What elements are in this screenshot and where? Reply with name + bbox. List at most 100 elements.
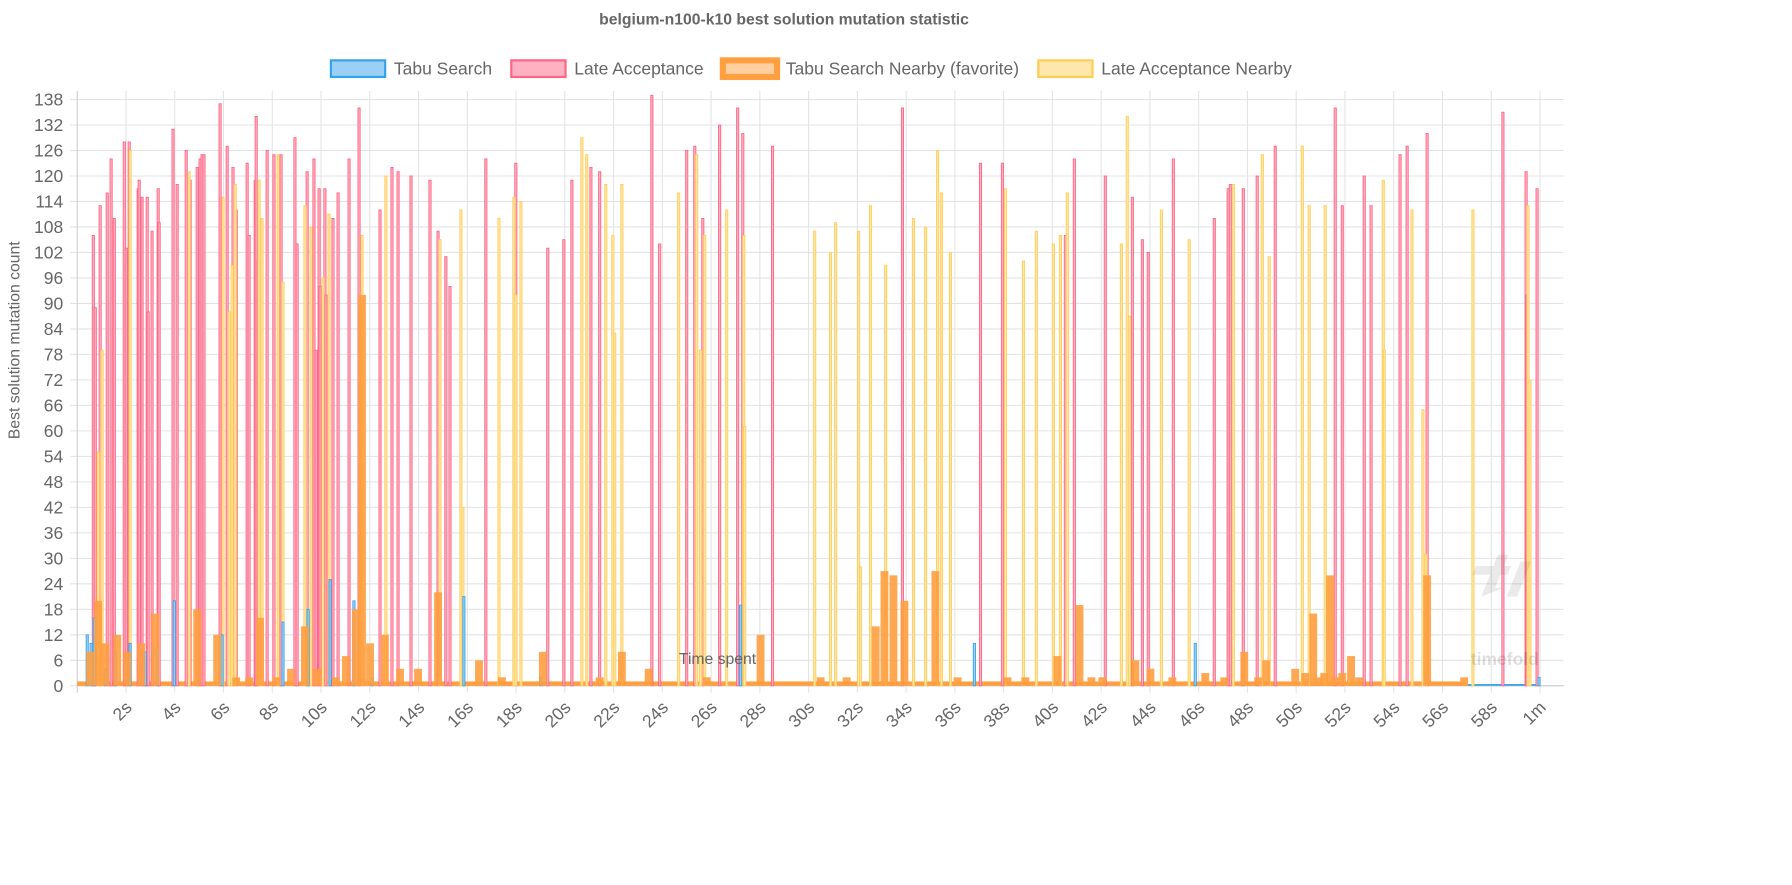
bar-late-acceptance-nearby: [699, 349, 703, 687]
legend-item-late-acceptance-nearby[interactable]: Late Acceptance Nearby: [1037, 58, 1292, 78]
y-tick-label: 54: [44, 447, 64, 467]
bar-tabu-search-nearby-favorite: [1003, 677, 1012, 686]
y-tick-label: 12: [44, 625, 63, 645]
bar-late-acceptance: [265, 150, 269, 687]
bar-tabu-search-nearby-favorite: [538, 651, 547, 686]
bar-late-acceptance-nearby: [620, 184, 624, 687]
bar-late-acceptance: [105, 192, 109, 687]
x-tick-label: 8s: [255, 697, 282, 724]
bar-late-acceptance-nearby: [321, 277, 325, 687]
x-axis-ticks: 2s 4s 6s 8s 10s 12s 14s 16s 18s 20s 22s 24s 26s 28s 30…: [109, 697, 1550, 731]
bar-late-acceptance-nearby: [948, 252, 953, 687]
x-tick-label: 28s: [736, 697, 770, 731]
bar-late-acceptance: [272, 154, 276, 687]
x-tick-label: 22s: [589, 697, 623, 731]
bar-late-acceptance-nearby: [1127, 315, 1131, 687]
bar-late-acceptance-nearby: [276, 154, 280, 687]
bar-tabu-search-nearby-favorite: [1315, 677, 1324, 686]
bar-tabu-search-nearby-favorite: [366, 643, 374, 686]
bar-late-acceptance-nearby: [829, 252, 833, 687]
y-tick-label: 126: [34, 141, 63, 161]
bar-late-acceptance: [390, 167, 394, 687]
bar-late-acceptance: [1171, 158, 1175, 687]
chart-title: belgium-n100-k10 best solution mutation …: [599, 11, 969, 28]
bar-late-acceptance: [331, 218, 335, 687]
legend-item-late-acceptance[interactable]: Late Acceptance: [510, 58, 704, 78]
bar-late-acceptance-nearby: [384, 175, 388, 687]
y-tick-label: 132: [34, 115, 63, 135]
bar-tabu-search-nearby-favorite: [213, 634, 222, 686]
bar-tabu-search: [1193, 642, 1197, 687]
bar-late-acceptance-nearby: [1323, 205, 1327, 687]
bar-late-acceptance-nearby: [859, 566, 863, 687]
bar-late-acceptance: [598, 171, 602, 687]
legend-item-tabu-search[interactable]: Tabu Search: [329, 58, 492, 79]
bar-late-acceptance-nearby: [813, 230, 817, 687]
y-tick-label: 90: [44, 294, 64, 314]
x-tick-label: 44s: [1126, 697, 1160, 731]
bar-tabu-search-nearby-favorite: [1262, 660, 1271, 686]
bar-tabu-search-nearby-favorite: [313, 668, 322, 686]
bar-late-acceptance: [218, 103, 222, 687]
bar-tabu-search-nearby-favorite: [842, 677, 851, 686]
bar-tabu-search: [972, 642, 976, 687]
bar-tabu-search-nearby-favorite: [137, 643, 146, 686]
bar-tabu-search-nearby-favorite: [272, 677, 281, 686]
bar-late-acceptance-nearby: [1528, 379, 1532, 687]
bar-tabu-search-nearby-favorite: [871, 626, 880, 686]
bar-late-acceptance: [1000, 162, 1004, 687]
x-tick-label: 26s: [687, 697, 721, 731]
bar-late-acceptance-nearby: [221, 196, 225, 687]
bar-late-acceptance: [336, 192, 340, 687]
bar-late-acceptance: [1398, 154, 1402, 687]
bar-tabu-search-nearby-favorite: [889, 575, 898, 686]
bar-late-acceptance: [428, 179, 432, 687]
bar-late-acceptance-nearby: [1159, 209, 1163, 687]
y-tick-label: 138: [34, 90, 63, 110]
legend-swatch: [329, 59, 387, 79]
bar-tabu-search-nearby-favorite: [1338, 673, 1347, 686]
legend[interactable]: Tabu Search Late Acceptance Tabu Search Ne…: [329, 57, 1292, 81]
bar-late-acceptance: [570, 179, 574, 687]
bar-late-acceptance: [314, 349, 318, 687]
y-tick-label: 18: [44, 599, 63, 619]
bar-tabu-search-nearby-favorite: [123, 651, 132, 686]
bar-late-acceptance-nearby: [703, 235, 707, 687]
bar-tabu-search-nearby-favorite: [434, 592, 442, 686]
bar-late-acceptance: [978, 162, 983, 687]
bars: [77, 94, 1541, 687]
legend-item-tabu-search-nearby-favorite[interactable]: Tabu Search Nearby (favorite): [719, 57, 1019, 81]
legend-label: Late Acceptance: [574, 58, 703, 78]
bar-late-acceptance: [195, 167, 199, 687]
bar-tabu-search-nearby-favorite: [380, 634, 389, 686]
legend-label: Late Acceptance Nearby: [1101, 58, 1292, 78]
x-tick-label: 30s: [784, 697, 818, 731]
bar-tabu-search-nearby-favorite: [1326, 575, 1335, 686]
bar-late-acceptance-nearby: [585, 154, 589, 687]
bar-late-acceptance: [1228, 184, 1232, 687]
bar-late-acceptance-nearby: [1034, 230, 1038, 687]
y-tick-label: 84: [44, 319, 64, 339]
bar-late-acceptance: [1369, 205, 1373, 687]
bar-late-acceptance: [484, 158, 488, 687]
bar-tabu-search-nearby-favorite: [1301, 673, 1310, 686]
bar-tabu-search-nearby-favorite: [232, 677, 241, 686]
bar-late-acceptance-nearby: [227, 311, 231, 687]
bar-late-acceptance-nearby: [1300, 145, 1304, 687]
bar-tabu-search: [172, 600, 176, 687]
x-tick-label: 54s: [1369, 697, 1403, 731]
bar-late-acceptance-nearby: [459, 209, 463, 687]
bar-tabu-search-nearby-favorite: [1021, 677, 1030, 686]
bar-late-acceptance-nearby: [260, 218, 264, 687]
x-tick-label: 34s: [882, 697, 916, 731]
bar-late-acceptance: [444, 256, 448, 687]
bar-late-acceptance-nearby: [187, 171, 191, 687]
bar-tabu-search-nearby-favorite: [953, 677, 962, 686]
bar-tabu-search-nearby-favorite: [414, 668, 422, 686]
bar-tabu-search-nearby-favorite: [331, 677, 340, 686]
bar-late-acceptance-nearby: [1051, 243, 1055, 687]
bar-late-acceptance: [146, 311, 150, 687]
y-tick-label: 120: [34, 166, 63, 186]
bar-late-acceptance: [1255, 175, 1259, 687]
bar-tabu-search: [462, 596, 466, 687]
